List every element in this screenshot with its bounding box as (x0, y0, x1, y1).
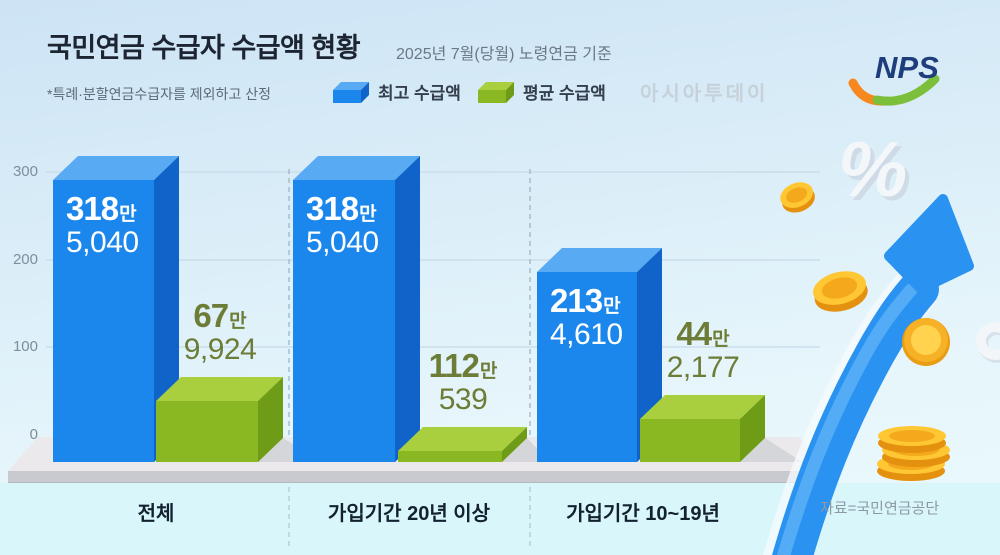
growth-arrow-icon (763, 194, 974, 555)
bar-side-face (258, 377, 283, 462)
legend-item-max: 최고 수급액 (330, 79, 461, 104)
bar-top-face (293, 156, 420, 180)
category-label-10to19: 가입기간 10~19년 (566, 503, 720, 525)
legend-cube-green-icon (477, 81, 514, 103)
category-separator-lines (288, 487, 531, 548)
bar-top-face (156, 377, 283, 401)
coin-icon-medium (813, 271, 868, 312)
bar-top-face (640, 395, 765, 419)
bar-front-face (53, 180, 154, 462)
coin-stack-icon (877, 426, 950, 481)
bar-front-face (537, 272, 637, 462)
bar-top-face (537, 248, 662, 272)
legend-label-avg: 평균 수급액 (522, 84, 606, 103)
coin-icon-front (902, 318, 950, 366)
bar-top-face (398, 427, 527, 451)
category-label-20plus: 가입기간 20년 이상 (327, 503, 491, 525)
bar-side-face (740, 395, 765, 462)
footnote: *특례·분할연금수급자를 제외하고 산정 (47, 86, 271, 102)
legend-label-max: 최고 수급액 (378, 84, 461, 103)
legend: 최고 수급액 평균 수급액 (330, 79, 606, 104)
y-tick-0: 0 (29, 426, 38, 443)
category-label-all: 전체 (137, 503, 175, 525)
nps-logo-text: NPS (875, 50, 939, 85)
bar-front-face (293, 180, 395, 462)
coin-icon-small (780, 182, 815, 213)
source-credit: 자료=국민연금공단 (820, 500, 940, 517)
y-tick-100: 100 (12, 338, 38, 355)
legend-item-avg: 평균 수급액 (475, 79, 606, 104)
y-tick-200: 200 (12, 251, 38, 268)
category-band (0, 483, 1000, 555)
bar-front-face (156, 401, 258, 462)
page-title: 국민연금 수급자 수급액 현황 (47, 33, 361, 63)
partial-percent-ring (976, 322, 1000, 363)
y-tick-300: 300 (12, 163, 38, 180)
bar-top-face (53, 156, 179, 180)
svg-text:%: % (842, 129, 911, 217)
legend-cube-blue-icon (333, 81, 369, 103)
bar-side-face (395, 156, 420, 462)
watermark: 아시아투데이 (640, 83, 769, 105)
floor-front-face (8, 471, 826, 482)
bar-front-face (640, 419, 740, 462)
percent-symbol: % % (838, 125, 911, 217)
subtitle: 2025년 7월(당월) 노령연금 기준 (396, 46, 612, 63)
nps-logo: NPS (848, 50, 940, 106)
svg-text:%: % (838, 125, 907, 213)
bar-side-face (502, 427, 527, 462)
bar-front-face (398, 451, 502, 462)
